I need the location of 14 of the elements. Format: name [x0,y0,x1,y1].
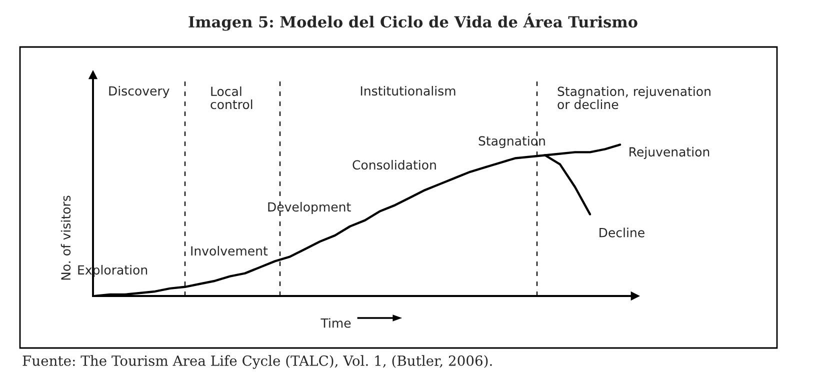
text: Local control [210,86,252,110]
annotation: Involvement [191,246,268,256]
source-note: Fuente: The Tourism Area Life Cycle (TALC), Vol. 1, (Butler, 2006). [22,355,492,369]
text: Discovery [109,86,170,98]
y-axis-title: No. of visitors [60,196,71,280]
x-axis-title: Time [320,318,351,328]
series-label: Rejuvenation [630,146,710,160]
annotation: Consolidation [352,160,436,170]
annotation: Development [268,202,351,214]
chart-title: Imagen 5: Modelo del Ciclo de Vida de Área Turismo [188,13,638,31]
series-label: Decline [600,228,644,238]
annotation: Stagnation [478,136,545,148]
text: Institutionalism [360,86,456,96]
text: Stagnation, rejuvenation or decline [558,86,710,110]
